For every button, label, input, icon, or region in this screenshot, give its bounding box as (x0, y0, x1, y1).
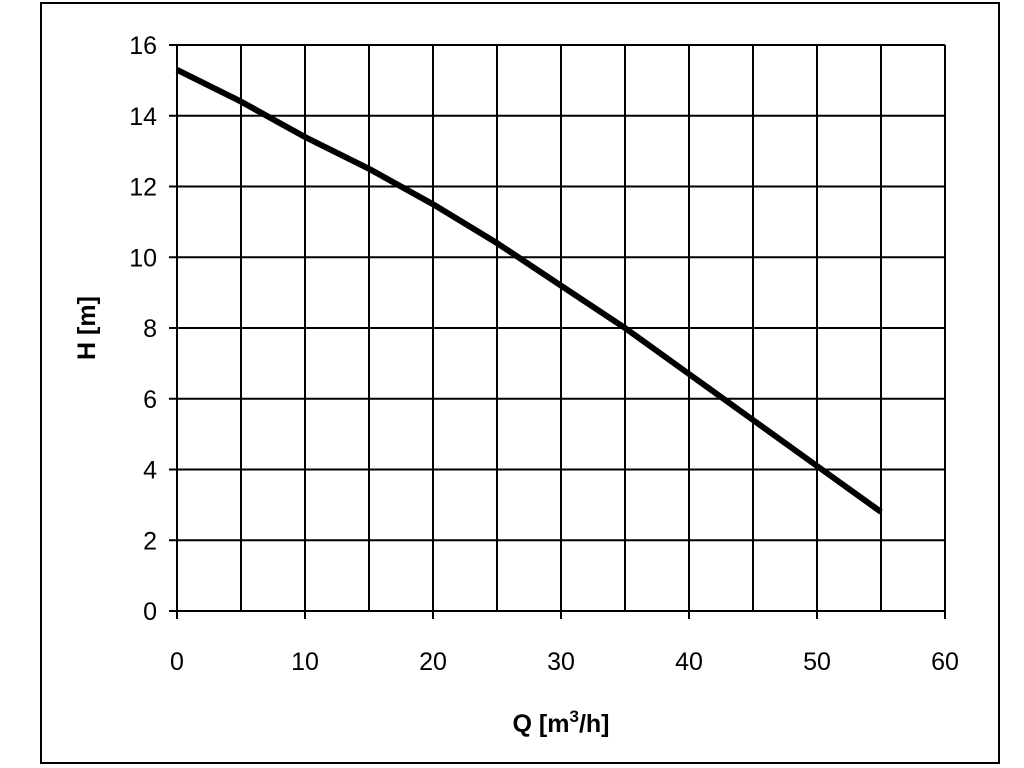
x-tick-label: 20 (419, 648, 447, 676)
x-tick-label: 50 (803, 648, 831, 676)
y-tick-label: 12 (129, 174, 157, 202)
series-line (175, 67, 883, 515)
x-axis-label-tail: /h] (579, 710, 610, 738)
y-tick-label: 16 (129, 32, 157, 60)
x-axis-label-main: Q [m (513, 710, 570, 738)
x-tick-label: 40 (675, 648, 703, 676)
series-layer (175, 67, 883, 515)
x-tick-label: 60 (931, 648, 959, 676)
y-tick-label: 14 (129, 103, 157, 131)
y-tick-label: 10 (129, 244, 157, 272)
x-tick-label: 10 (291, 648, 319, 676)
y-tick-label: 4 (143, 457, 157, 485)
axis-ticks (169, 44, 946, 619)
y-tick-label: 8 (143, 315, 157, 343)
y-axis-label: H [m] (73, 296, 101, 360)
tick-labels: 0 2 4 6 8 10 12 14 16 0 10 20 30 40 50 60 (129, 32, 959, 676)
x-axis-label: Q [m3/h] (513, 707, 610, 738)
x-tick-label: 0 (170, 648, 184, 676)
y-tick-label: 0 (143, 598, 157, 626)
x-axis-label-sup: 3 (569, 707, 578, 726)
y-tick-label: 6 (143, 386, 157, 414)
chart-frame (40, 2, 1000, 764)
x-tick-label: 30 (547, 648, 575, 676)
y-tick-label: 2 (143, 527, 157, 555)
